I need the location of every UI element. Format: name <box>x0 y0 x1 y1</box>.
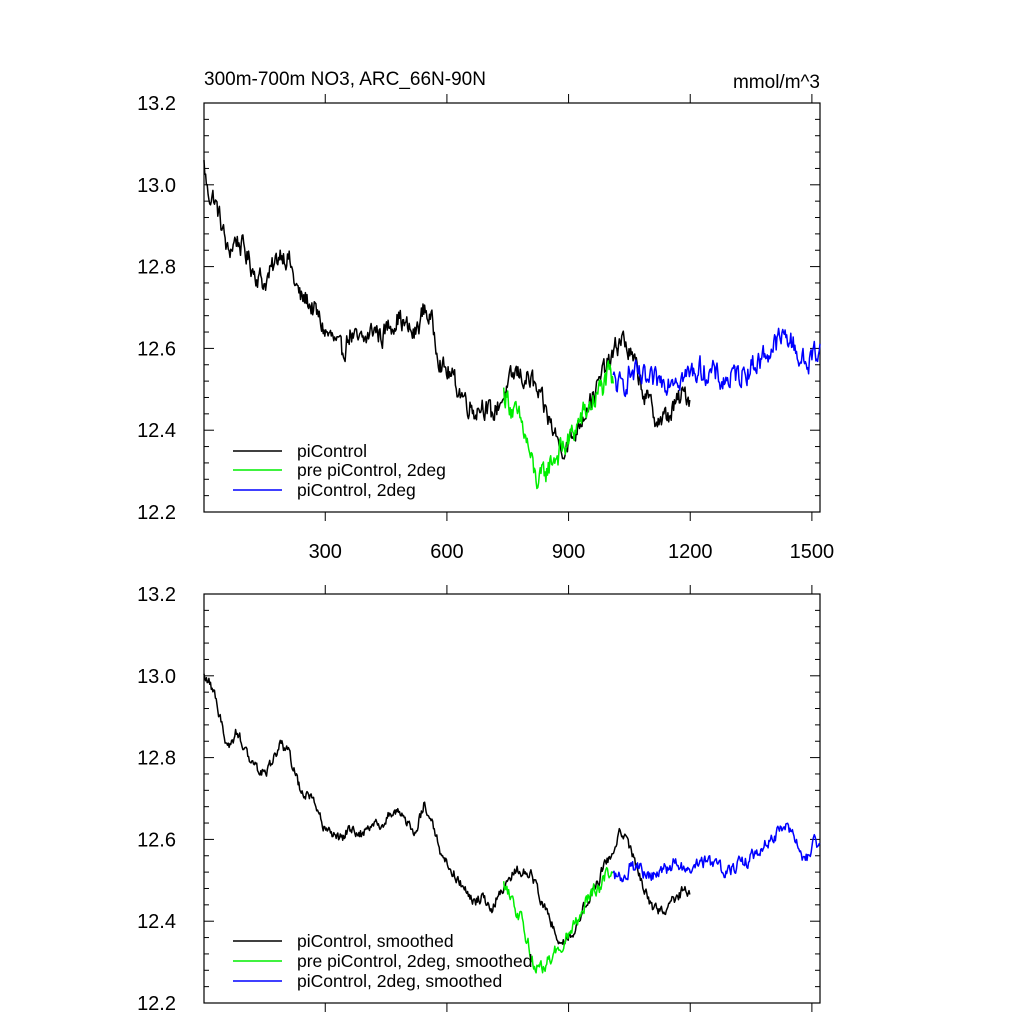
series-line-1 <box>502 866 614 974</box>
y-tick-label: 12.4 <box>137 911 176 933</box>
x-tick-label: 600 <box>430 541 463 563</box>
y-tick-label: 13.2 <box>137 584 176 606</box>
y-tick-label: 12.6 <box>137 338 176 360</box>
series-line-0 <box>203 673 691 946</box>
legend-label: piControl <box>297 441 367 461</box>
series-line-2 <box>612 327 821 398</box>
figure-title: 300m-700m NO3, ARC_66N-90N <box>204 69 486 90</box>
top-panel-raw: 12.2 12.4 12.6 12.8 13.0 13.2 300 600 900 1200 150… <box>137 93 834 563</box>
plot-frame <box>203 593 821 1004</box>
y-tick-label: 12.8 <box>137 748 176 770</box>
legend-label: pre piControl, 2deg <box>297 460 446 480</box>
x-tick-label: 900 <box>552 541 585 563</box>
y-tick-label: 12.2 <box>137 993 176 1015</box>
y-tick-label: 12.6 <box>137 829 176 851</box>
y-tick-label: 13.0 <box>137 175 176 197</box>
bottom-panel-smoothed: 12.2 12.4 12.6 12.8 13.0 13.2 piControl, smoot… <box>137 584 821 1015</box>
y-tick-label: 12.4 <box>137 420 176 442</box>
legend-label: pre piControl, 2deg, smoothed <box>297 951 532 971</box>
legend-label: piControl, smoothed <box>297 931 454 951</box>
series-line-0 <box>203 160 691 460</box>
y-tick-label: 12.8 <box>137 257 176 279</box>
x-tick-label: 1200 <box>668 541 713 563</box>
series-line-1 <box>502 360 614 490</box>
units-label: mmol/m^3 <box>733 72 820 93</box>
legend-label: piControl, 2deg <box>297 480 416 500</box>
x-tick-label: 1500 <box>790 541 835 563</box>
y-tick-label: 13.0 <box>137 666 176 688</box>
plot-frame <box>203 102 821 513</box>
x-tick-label: 300 <box>309 541 342 563</box>
y-tick-label: 13.2 <box>137 93 176 115</box>
y-tick-label: 12.2 <box>137 502 176 524</box>
legend-label: piControl, 2deg, smoothed <box>297 971 502 991</box>
series-line-2 <box>612 822 821 883</box>
